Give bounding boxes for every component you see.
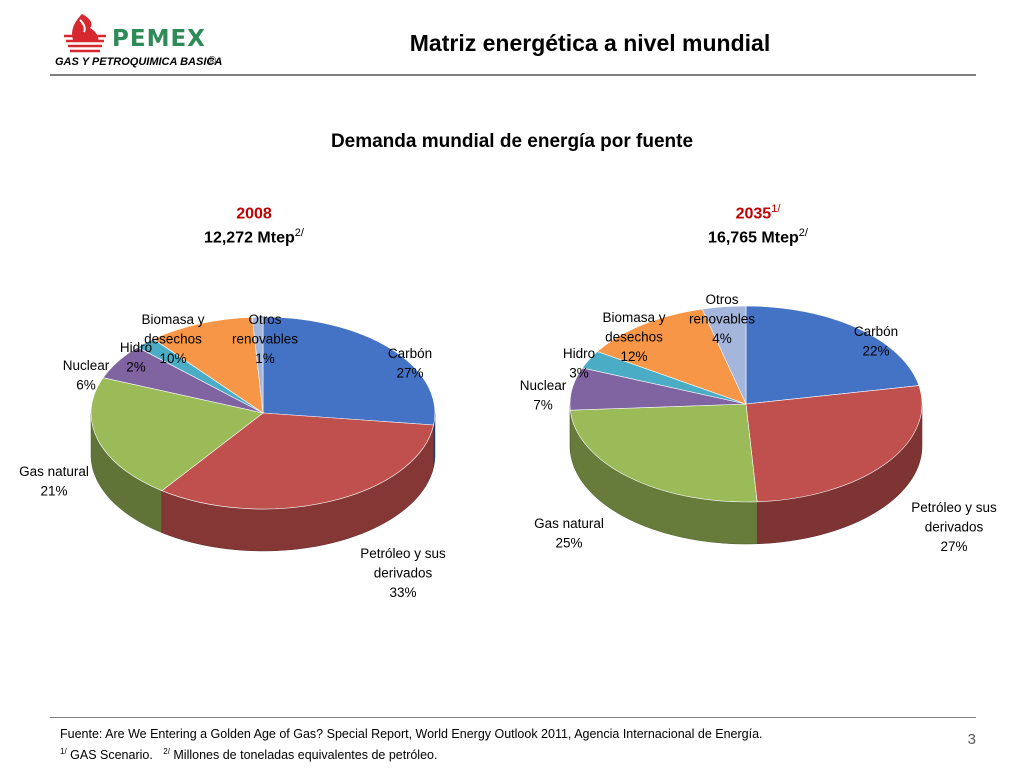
slice-label-petroleo-y-sus-derivados: Petróleo y sus derivados 27%: [911, 500, 997, 554]
chart-header-2035: 20351/ 16,765 Mtep2/: [638, 203, 878, 248]
slice-otros-renovables: [251, 316, 264, 414]
slice-label-gas-natural: Gas natural 25%: [534, 516, 604, 551]
slice-biomasa-y-desechos: [596, 308, 747, 405]
chart-header-2008: 2008 12,272 Mtep2/: [134, 203, 374, 248]
page-number: 3: [967, 731, 976, 748]
chart-title: Demanda mundial de energía por fuente: [330, 131, 694, 152]
logo-text: PEMEX: [112, 26, 206, 52]
registered-mark: ®: [208, 55, 217, 67]
slice-carbon: [262, 316, 436, 426]
chart-total: 12,272 Mtep2/: [204, 227, 304, 247]
slice-label-carbon: Carbón 22%: [854, 324, 898, 359]
slice-label-petroleo-y-sus-derivados: Petróleo y sus derivados 33%: [360, 546, 446, 600]
slice-label-biomasa-y-desechos: Biomasa y desechos 12%: [602, 310, 665, 364]
slice-label-hidro: Hidro 2%: [120, 340, 152, 375]
pemex-logo: PEMEX GAS Y PETROQUIMICA BASICA ®: [52, 12, 232, 74]
slice-gas-natural: [90, 377, 264, 492]
footer-divider: [50, 717, 976, 718]
header-divider: [50, 74, 976, 76]
footer: Fuente: Are We Entering a Golden Age of …: [60, 725, 763, 764]
slice-label-gas-natural: Gas natural 21%: [19, 464, 89, 499]
slice-label-hidro: Hidro 3%: [563, 346, 595, 381]
chart-year: 2008: [236, 205, 272, 223]
slice-label-otros-renovables: Otros renovables 1%: [232, 312, 298, 366]
slice-biomasa-y-desechos: [152, 316, 264, 414]
pie-chart-2008: Carbón 27% Petróleo y sus derivados 33% Gas n…: [19, 312, 446, 600]
page-title: Matriz energética a nivel mundial: [409, 30, 771, 56]
pemex-eagle-icon: [64, 14, 106, 53]
slice-label-biomasa-y-desechos: Biomasa y desechos 10%: [141, 312, 204, 366]
slice-gas-natural: [569, 403, 758, 503]
slice-label-carbon: Carbón 27%: [388, 346, 432, 381]
pie-chart-2035: Carbón 22% Petróleo y sus derivados 27% Gas n…: [520, 292, 997, 554]
slice-petroleo-y-sus-derivados: [745, 385, 923, 503]
footnotes: 1/ GAS Scenario. 2/ Millones de tonelada…: [60, 747, 438, 763]
slice-label-nuclear: Nuclear 6%: [63, 358, 110, 393]
slice-label-nuclear: Nuclear 7%: [520, 378, 567, 413]
logo-subtitle: GAS Y PETROQUIMICA BASICA: [55, 56, 223, 68]
chart-year: 20351/: [735, 203, 781, 223]
source-note: Fuente: Are We Entering a Golden Age of …: [60, 727, 763, 741]
slice-otros-renovables: [701, 305, 747, 405]
slice-petroleo-y-sus-derivados: [161, 412, 434, 510]
chart-total: 16,765 Mtep2/: [708, 227, 808, 247]
slice-carbon: [745, 305, 920, 405]
slice-label-otros-renovables: Otros renovables 4%: [689, 292, 755, 346]
